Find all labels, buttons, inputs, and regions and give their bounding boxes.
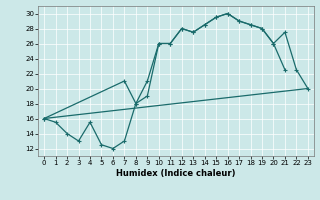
X-axis label: Humidex (Indice chaleur): Humidex (Indice chaleur): [116, 169, 236, 178]
